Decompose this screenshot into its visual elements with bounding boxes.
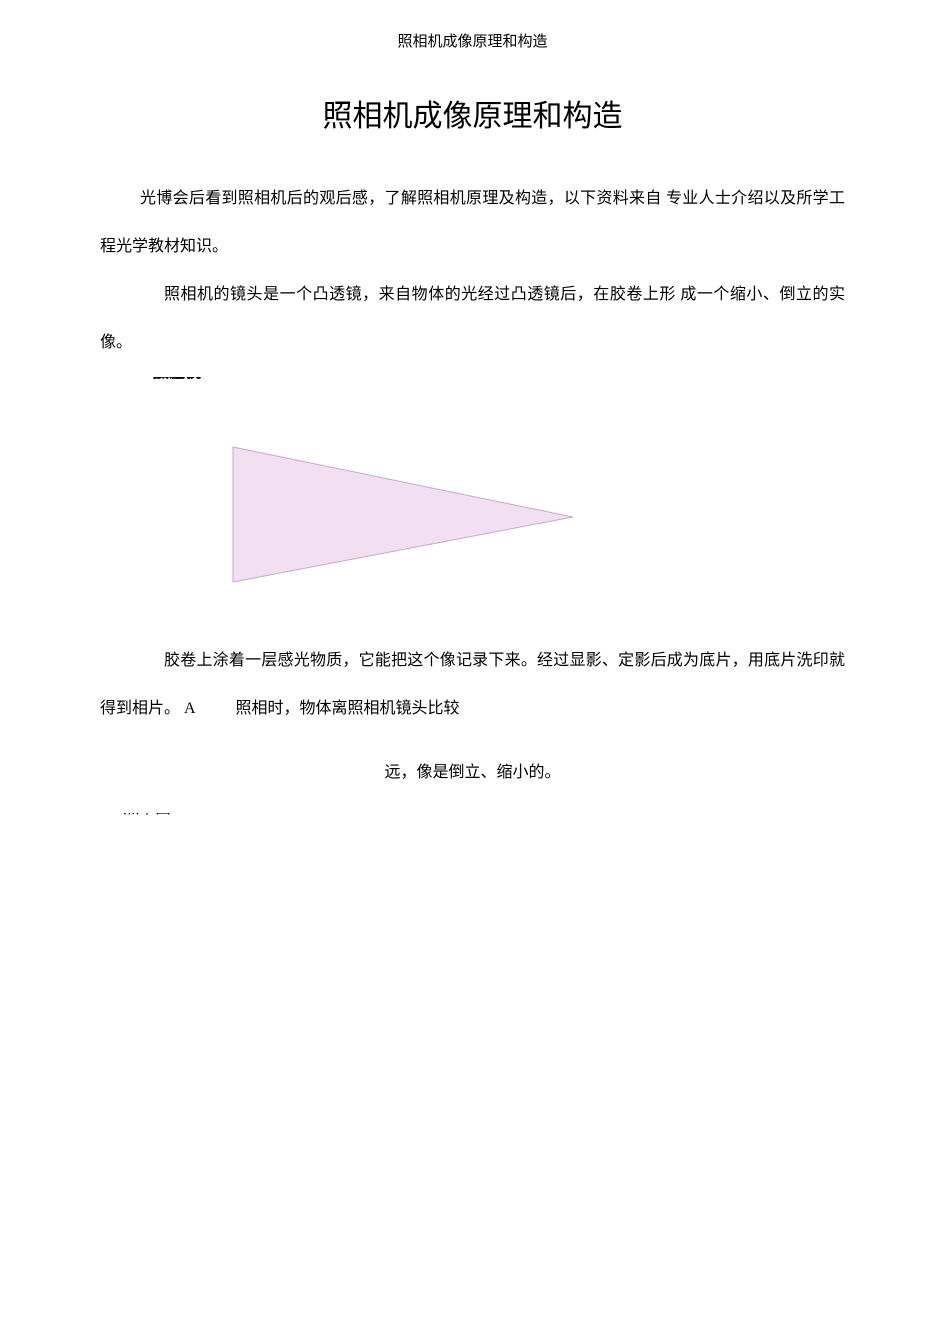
figure-ray-diagram: 焦平面	[123, 813, 823, 1143]
paragraph-2: 照相机的镜头是一个凸透镜，来自物体的光经过凸透镜后，在胶卷上形 成一个缩小、倒立…	[100, 271, 845, 367]
paragraph-4: 远，像是倒立、缩小的。	[100, 749, 845, 797]
label-camera: 照相机	[153, 377, 201, 381]
running-header: 照相机成像原理和构造	[100, 30, 845, 51]
paragraph-3: 胶卷上涂着一层感光物质，它能把这个像记录下来。经过显影、定影后成为底片，用底片洗…	[100, 637, 845, 733]
label-focal-plane: 焦平面	[123, 813, 171, 817]
page-title: 照相机成像原理和构造	[100, 91, 845, 135]
figure-camera-tree: 胶卷 凸透镜 照相机	[153, 377, 793, 617]
paragraph-1: 光博会后看到照相机后的观后感，了解照相机原理及构造，以下资料来自 专业人士介绍以…	[100, 175, 845, 271]
light-cone	[233, 447, 573, 582]
